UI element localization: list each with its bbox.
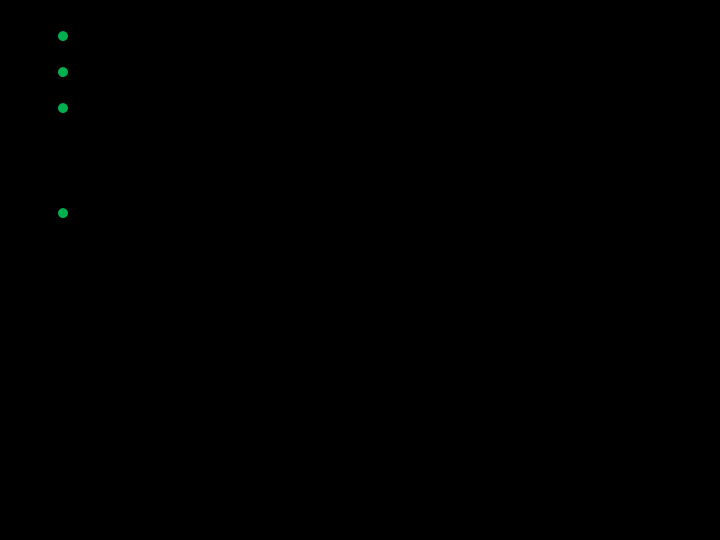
bullet-text: Obj: SWBAT elucidate partial structures …: [90, 89, 654, 192]
slide: • Chemistry • Organic Chemistry • Obj: S…: [0, 0, 720, 540]
bullet-icon: •: [56, 195, 70, 229]
bullet-icon: •: [56, 54, 70, 88]
list-item: • Organic Chemistry: [54, 54, 666, 88]
bullet-icon: •: [56, 90, 70, 124]
bullet-text: Organic Chemistry: [90, 53, 298, 88]
bullet-icon: •: [56, 18, 70, 52]
list-item: • Chemistry: [54, 18, 666, 52]
list-item: • Do Now: What comes to mind when you he…: [54, 195, 666, 263]
list-item: • Obj: SWBAT elucidate partial structure…: [54, 90, 666, 192]
bullet-text: Do Now: What comes to mind when you hear…: [90, 194, 652, 263]
bullet-text: Chemistry: [90, 17, 205, 52]
bullet-list: • Chemistry • Organic Chemistry • Obj: S…: [54, 18, 666, 263]
